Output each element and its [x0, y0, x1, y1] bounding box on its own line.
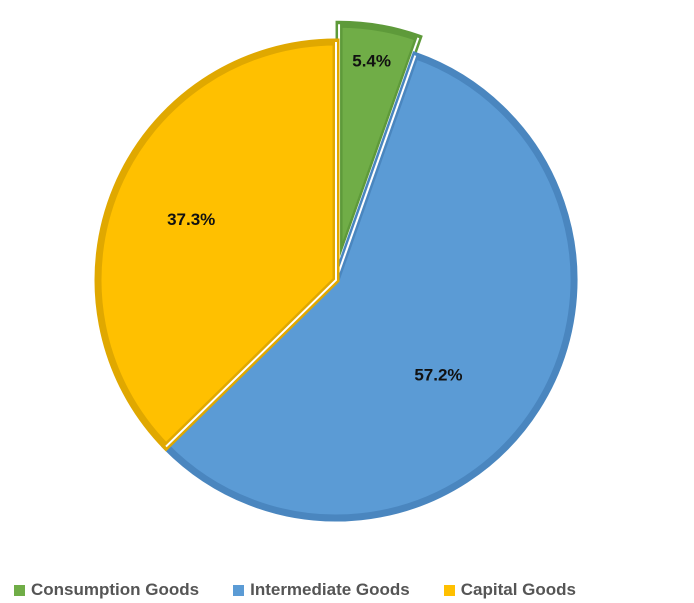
pie-slice-intermediate-goods	[161, 51, 578, 522]
legend: Consumption Goods Intermediate Goods Cap…	[14, 580, 576, 600]
pie-slice-capital-goods	[94, 38, 340, 452]
legend-swatch-capital-goods	[443, 584, 455, 596]
legend-swatch-intermediate-goods	[233, 584, 245, 596]
data-label-capital-goods: 37.3%	[167, 210, 215, 229]
data-label-consumption-goods: 5.4%	[352, 52, 391, 71]
legend-item-capital-goods: Capital Goods	[443, 580, 576, 600]
legend-label-consumption-goods: Consumption Goods	[31, 580, 200, 599]
legend-swatch-consumption-goods	[14, 584, 25, 596]
legend-item-intermediate-goods: Intermediate Goods	[233, 580, 410, 600]
data-label-intermediate-goods: 57.2%	[414, 365, 462, 384]
pie-chart: 5.4% 57.2% 37.3%	[94, 20, 578, 522]
legend-label-capital-goods: Capital Goods	[460, 580, 576, 599]
legend-label-intermediate-goods: Intermediate Goods	[250, 580, 410, 599]
legend-item-consumption-goods: Consumption Goods	[14, 580, 199, 600]
pie-slice-gap-capital-goods	[165, 42, 337, 448]
